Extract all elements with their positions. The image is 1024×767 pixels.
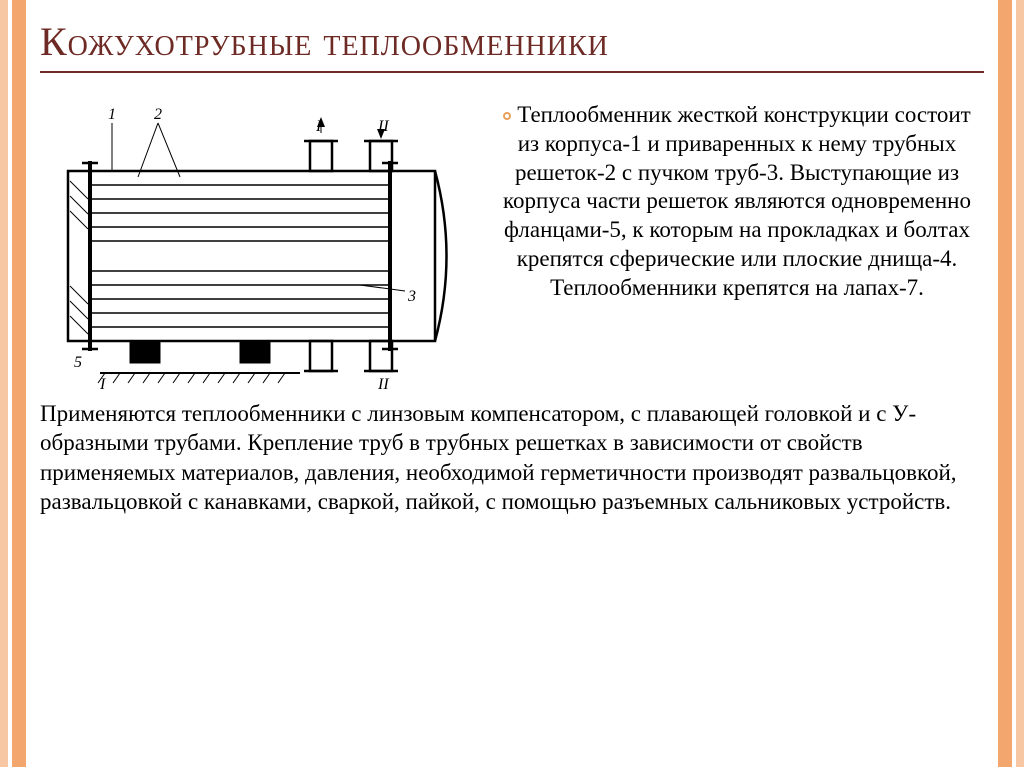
svg-text:5: 5 (74, 354, 82, 371)
svg-text:II: II (377, 376, 389, 391)
heat-exchanger-diagram: 1 2 3 5 I II I II (40, 101, 470, 391)
page-title: Кожухотрубные теплообменники (40, 18, 984, 73)
diagram-container: 1 2 3 5 I II I II (40, 101, 470, 391)
decorative-border-left (0, 0, 32, 767)
slide-content: Кожухотрубные теплообменники (40, 18, 984, 749)
svg-text:1: 1 (108, 106, 116, 123)
paragraph-bottom: Применяются теплообменники с линзовым ко… (40, 399, 984, 517)
decorative-border-right (992, 0, 1024, 767)
svg-text:2: 2 (154, 106, 162, 123)
svg-text:I: I (99, 376, 106, 391)
paragraph-right-text: Теплообменник жесткой конструкции состои… (503, 102, 971, 300)
bullet-icon (503, 112, 511, 120)
two-column-row: 1 2 3 5 I II I II (40, 101, 984, 391)
paragraph-right: Теплообменник жесткой конструкции состои… (490, 101, 984, 302)
svg-text:3: 3 (407, 288, 416, 305)
